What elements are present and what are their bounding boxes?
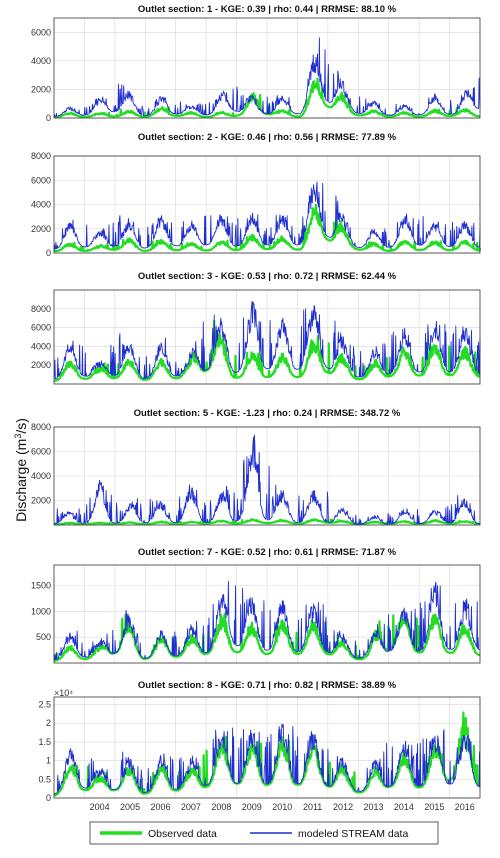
x-tick-2004: 2004 (90, 802, 110, 812)
x-tick-2016: 2016 (455, 802, 475, 812)
panel-2-frame (53, 155, 481, 254)
x-tick-2006: 2006 (150, 802, 170, 812)
panel-3-title: Outlet section: 3 - KGE: 0.53 | rho: 0.7… (138, 271, 397, 282)
legend-label-observed: Observed data (148, 828, 217, 840)
panel-3-modeled-line (53, 301, 481, 380)
panel-6-ytick-2: 1 (46, 756, 51, 766)
panel-5-frame (53, 564, 481, 664)
panel-2-modeled-line (53, 181, 481, 250)
panel-5-ytick-1: 1000 (31, 606, 51, 616)
panel-6-title: Outlet section: 8 - KGE: 0.71 | rho: 0.8… (138, 680, 397, 691)
panel-4-frame (53, 426, 481, 526)
panel-2-ytick-2: 4000 (31, 200, 51, 210)
panel-4-ytick-0: 2000 (31, 496, 51, 506)
panel-5: Outlet section: 7 - KGE: 0.52 | rho: 0.6… (31, 547, 481, 664)
panel-2-title: Outlet section: 2 - KGE: 0.46 | rho: 0.5… (138, 132, 397, 143)
panel-2-observed-line (53, 203, 482, 253)
panel-1-frame (53, 17, 481, 119)
panel-2-ytick-4: 8000 (31, 151, 51, 161)
panel-1: Outlet section: 1 - KGE: 0.39 | rho: 0.4… (31, 4, 481, 123)
y-axis-label-main: Discharge (m (13, 439, 29, 522)
panel-4-ytick-3: 8000 (31, 422, 51, 432)
panel-1-ytick-3: 6000 (31, 27, 51, 37)
x-tick-2014: 2014 (394, 802, 414, 812)
panel-6-ytick-3: 1.5 (38, 737, 51, 747)
y-axis-label: Discharge (m3/s) (13, 418, 29, 522)
panel-3-ytick-3: 8000 (31, 304, 51, 314)
panel-3-ytick-1: 4000 (31, 341, 51, 351)
panel-4-title: Outlet section: 5 - KGE: -1.23 | rho: 0.… (134, 408, 401, 419)
panel-6-ytick-1: 0.5 (38, 774, 51, 784)
x-tick-2010: 2010 (272, 802, 292, 812)
panel-6-ytick-4: 2 (46, 718, 51, 728)
x-tick-2012: 2012 (333, 802, 353, 812)
panel-6-modeled-line (53, 723, 481, 795)
panel-5-ytick-2: 1500 (31, 581, 51, 591)
panel-1-title: Outlet section: 1 - KGE: 0.39 | rho: 0.4… (138, 4, 397, 15)
panel-6-multiplier: ×10⁴ (54, 688, 73, 698)
x-tick-2007: 2007 (181, 802, 201, 812)
panel-1-ytick-1: 2000 (31, 84, 51, 94)
legend: Observed data modeled STREAM data (89, 821, 439, 845)
panel-1-ytick-0: 0 (46, 113, 51, 123)
legend-label-modeled: modeled STREAM data (298, 828, 408, 840)
x-tick-2005: 2005 (120, 802, 140, 812)
panel-2: Outlet section: 2 - KGE: 0.46 | rho: 0.5… (31, 132, 482, 258)
panel-5-title: Outlet section: 7 - KGE: 0.52 | rho: 0.6… (138, 547, 397, 558)
panel-3-observed-line (53, 319, 481, 382)
panel-6-ytick-5: 2.5 (38, 699, 51, 709)
panel-2-ytick-3: 6000 (31, 175, 51, 185)
panel-1-modeled-line (53, 37, 481, 117)
panel-2-ytick-0: 0 (46, 248, 51, 258)
x-tick-2009: 2009 (242, 802, 262, 812)
x-tick-2013: 2013 (363, 802, 383, 812)
panel-6-frame (53, 696, 481, 799)
panel-4-observed-line (53, 518, 481, 526)
panel-4-ytick-1: 4000 (31, 471, 51, 481)
panel-3-ytick-0: 2000 (31, 360, 51, 370)
panel-4-modeled-line (54, 434, 480, 525)
y-axis-label-sup: 3 (13, 434, 23, 439)
panel-5-ytick-0: 500 (36, 632, 51, 642)
y-axis-label-end: /s) (13, 418, 29, 434)
x-tick-2011: 2011 (303, 802, 322, 812)
panel-1-ytick-2: 4000 (31, 56, 51, 66)
x-tick-2008: 2008 (211, 802, 231, 812)
panels: Outlet section: 1 - KGE: 0.39 | rho: 0.4… (31, 4, 482, 812)
panel-3-frame (53, 289, 481, 385)
panel-6: Outlet section: 8 - KGE: 0.71 | rho: 0.8… (38, 680, 481, 812)
panel-3: Outlet section: 3 - KGE: 0.53 | rho: 0.7… (31, 271, 481, 385)
panel-4-ytick-2: 6000 (31, 447, 51, 457)
x-tick-2015: 2015 (424, 802, 444, 812)
panel-6-ytick-0: 0 (46, 793, 51, 803)
panel-4: Outlet section: 5 - KGE: -1.23 | rho: 0.… (31, 408, 481, 526)
panel-5-modeled-line (53, 580, 480, 661)
panel-3-ytick-2: 6000 (31, 323, 51, 333)
panel-2-ytick-1: 2000 (31, 224, 51, 234)
